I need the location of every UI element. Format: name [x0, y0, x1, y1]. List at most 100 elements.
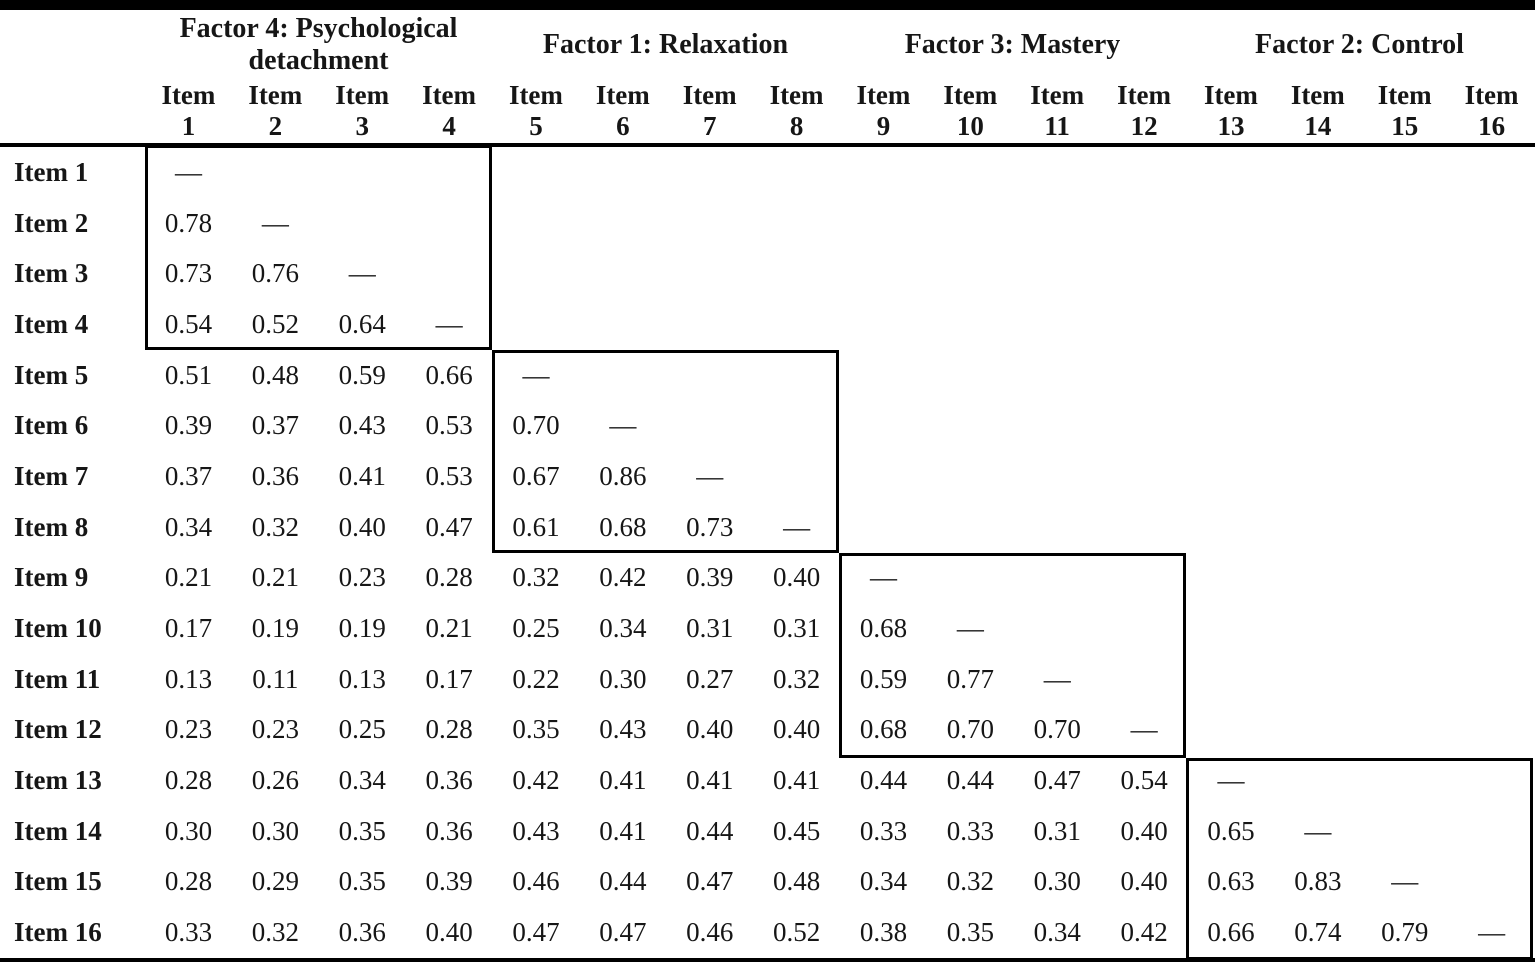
column-header-number: 8: [789, 111, 804, 141]
column-header-word: Item: [1377, 80, 1432, 110]
column-header-item-12: Item 12: [1101, 80, 1188, 143]
correlation-cell-r8-c13: [1188, 502, 1275, 553]
correlation-cell-r1-c12: [1101, 147, 1188, 198]
correlation-cell-r5-c5: —: [522, 359, 550, 390]
row-label-item-5: Item 5: [14, 359, 89, 390]
correlation-cell-r4-c3: 0.64: [338, 308, 386, 339]
correlation-cell-r2-c9: [840, 198, 927, 249]
correlation-cell-r4-c16: [1448, 299, 1535, 350]
correlation-cell-r13-c6: 0.41: [599, 765, 647, 796]
correlation-cell-r8-c15: [1361, 502, 1448, 553]
correlation-cell-r15-c6: 0.44: [599, 866, 647, 897]
correlation-cell-r14-c6: 0.41: [599, 815, 647, 846]
correlation-cell-r3-c12: [1101, 248, 1188, 299]
correlation-cell-r14-c14: —: [1304, 815, 1332, 846]
correlation-cell-r1-c16: [1448, 147, 1535, 198]
correlation-cell-r12-c12: —: [1130, 714, 1158, 745]
correlation-cell-r2-c5: [493, 198, 580, 249]
column-header-word: Item: [248, 80, 303, 110]
factor-header-relaxation: Factor 1: Relaxation: [492, 10, 839, 80]
correlation-cell-r8-c1: 0.34: [164, 511, 213, 542]
correlation-cell-r14-c2: 0.30: [251, 815, 299, 846]
correlation-cell-r16-c4: 0.40: [425, 917, 473, 948]
column-header-item-15: Item 15: [1361, 80, 1448, 143]
column-header-item-10: Item 10: [927, 80, 1014, 143]
correlation-cell-r12-c9: 0.68: [859, 714, 908, 745]
correlation-cell-r7-c12: [1101, 451, 1188, 502]
factor-header-label: Factor 2: Control: [1255, 29, 1464, 60]
correlation-cell-r7-c15: [1361, 451, 1448, 502]
correlation-cell-r11-c6: 0.30: [599, 663, 647, 694]
correlation-cell-r4-c12: [1101, 299, 1188, 350]
correlation-cell-r10-c5: 0.25: [512, 613, 560, 644]
row-label-item-9: Item 9: [14, 562, 89, 593]
column-header-word: Item: [943, 80, 998, 110]
correlation-cell-r6-c11: [1014, 400, 1101, 451]
column-header-number: 9: [876, 111, 891, 141]
correlation-cell-r12-c7: 0.40: [686, 714, 734, 745]
row-label-item-14: Item 14: [14, 815, 102, 846]
correlation-cell-r10-c13: [1188, 603, 1275, 654]
correlation-cell-r16-c1: 0.33: [164, 917, 213, 948]
column-header-item-8: Item 8: [753, 80, 840, 143]
correlation-cell-r15-c11: 0.30: [1033, 866, 1081, 897]
correlation-cell-r13-c7: 0.41: [686, 765, 734, 796]
correlation-cell-r6-c3: 0.43: [338, 410, 386, 441]
correlation-cell-r12-c13: [1188, 705, 1275, 756]
correlation-cell-r12-c11: 0.70: [1033, 714, 1081, 745]
correlation-cell-r6-c13: [1188, 400, 1275, 451]
correlation-cell-r8-c4: 0.47: [425, 511, 473, 542]
correlation-cell-r10-c2: 0.19: [251, 613, 299, 644]
correlation-cell-r1-c15: [1361, 147, 1448, 198]
factor-header-band: Factor 4: Psychological detachment Facto…: [0, 10, 1535, 80]
correlation-cell-r7-c1: 0.37: [164, 460, 213, 491]
correlation-cell-r13-c11: 0.47: [1033, 765, 1081, 796]
column-header-word: Item: [1203, 80, 1258, 110]
correlation-cell-r2-c16: [1448, 198, 1535, 249]
column-header-word: Item: [1117, 80, 1172, 110]
column-header-word: Item: [1464, 80, 1519, 110]
column-header-number: 4: [442, 111, 456, 141]
correlation-cell-r9-c5: 0.32: [512, 562, 560, 593]
correlation-cell-r10-c14: [1274, 603, 1361, 654]
correlation-cell-r4-c15: [1361, 299, 1448, 350]
correlation-cell-r4-c13: [1188, 299, 1275, 350]
correlation-cell-r14-c3: 0.35: [338, 815, 386, 846]
column-header-word: Item: [422, 80, 477, 110]
correlation-cell-r3-c5: [493, 248, 580, 299]
correlation-cell-r15-c4: 0.39: [425, 866, 473, 897]
correlation-cell-r4-c10: [927, 299, 1014, 350]
correlation-cell-r5-c11: [1014, 350, 1101, 401]
correlation-cell-r15-c1: 0.28: [164, 866, 213, 897]
correlation-cell-r2-c14: [1274, 198, 1361, 249]
correlation-cell-r2-c15: [1361, 198, 1448, 249]
correlation-cell-r9-c14: [1274, 553, 1361, 604]
correlation-cell-r14-c1: 0.30: [164, 815, 213, 846]
correlation-cell-r15-c12: 0.40: [1120, 866, 1168, 897]
correlation-cell-r3-c10: [927, 248, 1014, 299]
correlation-cell-r3-c16: [1448, 248, 1535, 299]
row-label-item-4: Item 4: [14, 308, 89, 339]
correlation-cell-r3-c9: [840, 248, 927, 299]
factor4-block-outline: [145, 145, 492, 350]
correlation-cell-r4-c4: —: [435, 308, 463, 339]
correlation-cell-r11-c15: [1361, 654, 1448, 705]
factor-header-label: Factor 1: Relaxation: [542, 29, 789, 60]
correlation-cell-r7-c16: [1448, 451, 1535, 502]
correlation-cell-r2-c8: [753, 198, 840, 249]
row-label-item-16: Item 16: [14, 917, 102, 948]
column-header-word: Item: [595, 80, 650, 110]
correlation-cell-r10-c1: 0.17: [164, 613, 213, 644]
correlation-cell-r10-c4: 0.21: [425, 613, 473, 644]
row-label-item-10: Item 10: [14, 613, 102, 644]
row-label-item-3: Item 3: [14, 258, 89, 289]
correlation-cell-r8-c8: —: [783, 511, 811, 542]
correlation-cell-r10-c16: [1448, 603, 1535, 654]
row-label-item-8: Item 8: [14, 511, 89, 542]
column-header-item-14: Item 14: [1274, 80, 1361, 143]
correlation-cell-r10-c3: 0.19: [338, 613, 386, 644]
correlation-cell-r5-c15: [1361, 350, 1448, 401]
column-header-number: 1: [181, 111, 196, 141]
correlation-cell-r11-c4: 0.17: [425, 663, 473, 694]
